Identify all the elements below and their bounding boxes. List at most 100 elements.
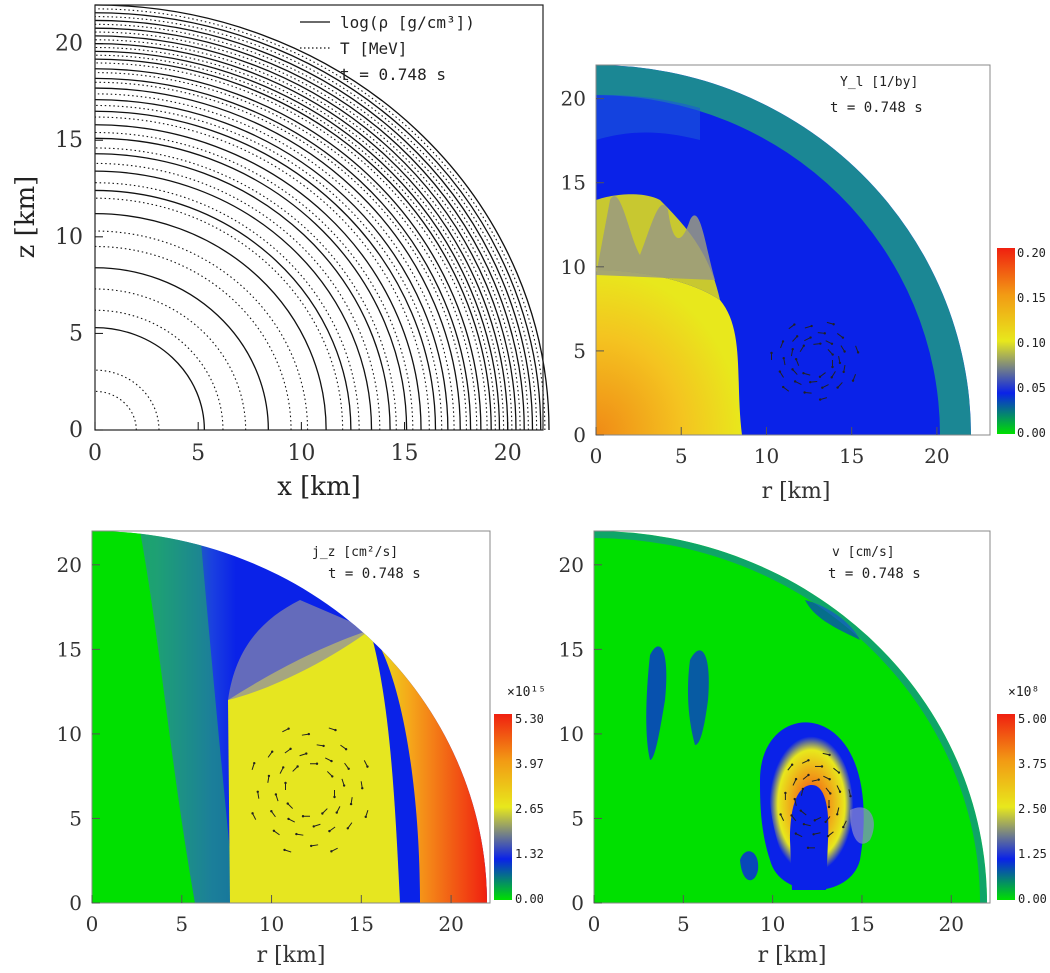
- velocity-arrow-head: [843, 350, 846, 353]
- plot-frame: [593, 530, 991, 904]
- panel-rho-T: 0 5 10 15 20 0 5 10 15 20 log(ρ [g/cm³]) T [MeV] …: [11, 4, 550, 502]
- velocity-arrow-head: [802, 372, 805, 375]
- velocity-arrow-head: [830, 342, 834, 345]
- colorbar-ticks: 0.20 0.15 0.10 0.05 0.00: [1017, 246, 1046, 440]
- heatmap-jz: [92, 531, 487, 903]
- temperature-contour: [94, 72, 478, 431]
- colorbar-tick-label: 0.20: [1017, 246, 1046, 260]
- velocity-arrow-head: [827, 805, 831, 809]
- velocity-arrow-head: [824, 820, 827, 824]
- velocity-arrow-head: [795, 335, 799, 338]
- quantity-label: Y_l [1/by]: [840, 75, 918, 90]
- x-tick-label: 20: [939, 912, 964, 936]
- velocity-arrow-head: [309, 844, 313, 848]
- velocity-arrow-head: [305, 752, 308, 755]
- velocity-arrow-head: [799, 809, 802, 812]
- contour-lines: [94, 4, 550, 431]
- velocity-arrow-head: [810, 324, 813, 328]
- heatmap-v: [594, 531, 987, 903]
- y-tick-label: 10: [559, 722, 584, 746]
- velocity-arrow-head: [778, 370, 782, 373]
- temperature-contour: [94, 131, 414, 431]
- velocity-arrow-head: [832, 323, 835, 326]
- velocity-arrow-head: [287, 817, 290, 821]
- velocity-arrow-head: [307, 732, 311, 736]
- velocity-arrow-head: [838, 790, 842, 793]
- velocity-arrow-head: [809, 380, 812, 384]
- velocity-arrow-head: [284, 781, 287, 785]
- velocity-arrow-head: [842, 370, 845, 374]
- y-tick-label: 15: [55, 128, 83, 153]
- velocity-arrow-head: [289, 747, 292, 751]
- density-contour: [94, 27, 525, 431]
- density-contour: [94, 58, 492, 431]
- y-tick-label: 20: [559, 553, 584, 577]
- velocity-arrow-head: [286, 802, 289, 805]
- velocity-arrow-head: [836, 386, 839, 389]
- velocity-arrow-head: [818, 398, 822, 401]
- velocity-arrow-head: [296, 765, 299, 768]
- x-tick-label: 15: [349, 912, 374, 936]
- velocity-arrow-head: [330, 850, 333, 853]
- y-tick-label: 5: [69, 806, 82, 830]
- axis-ticks: 0 5 10 15 20 0 5 10 15 20: [559, 553, 964, 936]
- x-tick-label: 0: [590, 444, 603, 468]
- x-tick-label: 5: [677, 912, 690, 936]
- time-annotation: t = 0.748 s: [328, 566, 421, 582]
- x-tick-label: 5: [191, 441, 205, 466]
- velocity-arrow-head: [274, 793, 278, 796]
- x-axis-label: r [km]: [257, 943, 326, 968]
- colorbar-tick-label: 1.32: [515, 847, 544, 861]
- velocity-arrow-head: [821, 386, 824, 389]
- temperature-contour: [94, 245, 292, 431]
- time-annotation: t = 0.748 s: [828, 566, 921, 582]
- colorbar-tick-label: 0.00: [1018, 892, 1047, 906]
- colorbar-tick-label: 0.15: [1017, 291, 1046, 305]
- y-tick-label: 5: [573, 339, 586, 363]
- velocity-arrow-head: [820, 765, 824, 768]
- density-contour: [94, 19, 534, 431]
- velocity-arrow-head: [270, 810, 273, 813]
- velocity-arrows: [779, 752, 852, 850]
- x-tick-label: 10: [259, 912, 284, 936]
- velocity-arrow-head: [812, 833, 815, 836]
- velocity-arrow-head: [806, 846, 810, 850]
- colorbar-tick-label: 0.10: [1017, 336, 1046, 350]
- velocity-arrow-head: [838, 361, 842, 365]
- y-tick-label: 0: [573, 423, 586, 447]
- x-tick-label: 15: [849, 912, 874, 936]
- velocity-arrow-head: [251, 812, 254, 815]
- velocity-arrow-head: [841, 336, 845, 339]
- colorbar-tick-label: 2.50: [1018, 802, 1047, 816]
- velocity-arrow-head: [830, 376, 833, 379]
- density-contour: [94, 4, 550, 431]
- density-contour: [94, 124, 422, 431]
- temperature-contour: [94, 369, 160, 431]
- x-axis-label: r [km]: [758, 943, 827, 968]
- x-tick-label: 10: [754, 444, 779, 468]
- density-contour: [94, 212, 327, 431]
- density-contour: [94, 170, 373, 431]
- velocity-arrow-head: [819, 342, 822, 345]
- velocity-arrow-head: [322, 744, 325, 748]
- density-contour: [94, 189, 352, 431]
- velocity-arrow-head: [831, 353, 834, 356]
- velocity-arrow-head: [271, 750, 274, 753]
- colorbar-tick-label: 3.75: [1018, 757, 1047, 771]
- temperature-contour: [94, 288, 247, 431]
- velocity-arrow-head: [793, 380, 797, 383]
- velocity-arrows: [251, 727, 369, 853]
- colorbar-tick-label: 2.65: [515, 802, 544, 816]
- temperature-contour: [94, 8, 546, 431]
- colorbar-tick-label: 0.00: [515, 892, 544, 906]
- velocity-arrow-head: [831, 365, 834, 369]
- colorbar-ticks: 5.00 3.75 2.50 1.25 0.00: [1018, 712, 1047, 906]
- velocity-arrow-head: [342, 784, 346, 787]
- velocity-arrow-head: [347, 767, 350, 770]
- velocity-arrow-head: [817, 778, 820, 781]
- velocity-arrow-head: [837, 771, 841, 774]
- x-tick-label: 15: [839, 444, 864, 468]
- axis-ticks: 0 5 10 15 20 0 5 10 15 20: [561, 87, 950, 468]
